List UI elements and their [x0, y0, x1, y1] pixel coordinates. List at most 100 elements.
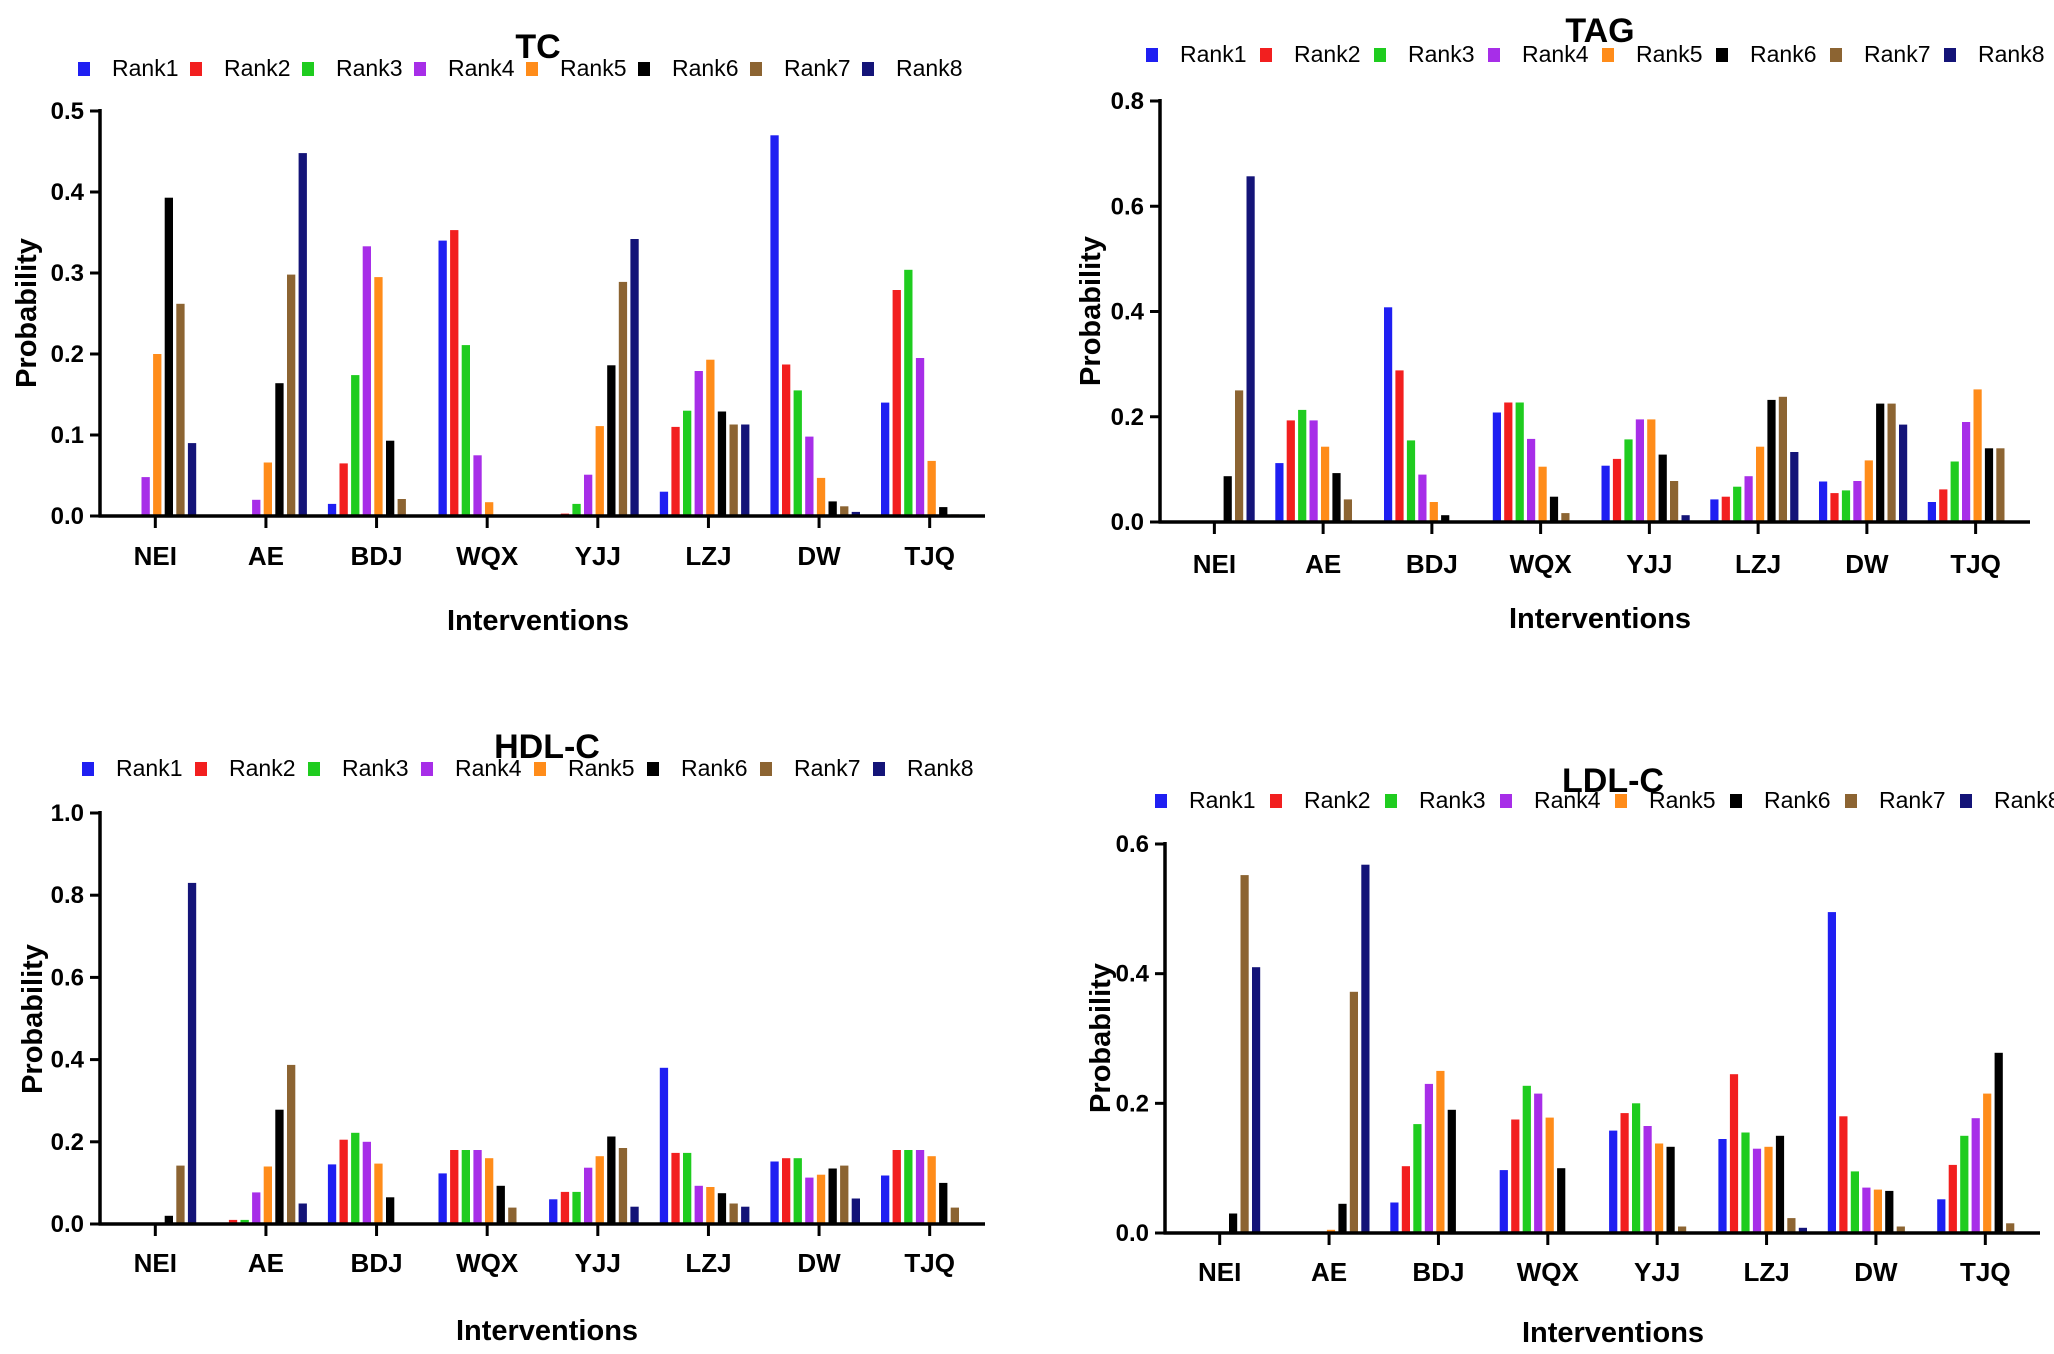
bar-rank7-dw	[840, 1165, 849, 1224]
bar-rank2-dw	[1830, 493, 1839, 522]
bar-rank7-tjq	[950, 1207, 959, 1224]
bar-rank8-lzj	[1798, 1227, 1807, 1233]
legend-swatch-rank1	[1146, 48, 1158, 62]
bar-rank7-tjq	[2006, 1223, 2015, 1233]
bar-rank4-yjj	[584, 1167, 593, 1224]
bar-rank6-yjj	[1666, 1146, 1675, 1233]
legend-swatch-rank1	[82, 762, 94, 776]
bar-rank7-yjj	[1670, 481, 1679, 522]
legend-label-rank4: Rank4	[1522, 41, 1589, 67]
bar-rank2-yjj	[560, 1191, 570, 1224]
bar-rank7-ae	[1349, 991, 1358, 1233]
y-tick-label: 0.6	[51, 964, 84, 991]
x-tick-label-dw: DW	[1854, 1257, 1898, 1287]
x-tick-label-yjj: YJJ	[1626, 549, 1672, 579]
chart-tc: TC Rank1 Rank2 Rank3 Rank4 Rank5 Rank6 Rank7 Ran…	[11, 28, 985, 637]
bar-rank7-yjj	[1678, 1226, 1687, 1233]
bar-rank7-lzj	[729, 424, 738, 516]
legend-swatch-rank8	[862, 62, 874, 76]
bar-rank6-tjq	[1994, 1052, 2003, 1233]
bar-rank8-lzj	[741, 424, 750, 516]
bar-rank3-tjq	[1960, 1135, 1969, 1234]
bar-rank8-lzj	[741, 1206, 750, 1224]
bar-rank2-bdj	[339, 1139, 348, 1224]
x-tick-label-tjq: TJQ	[904, 1248, 955, 1278]
legend-label-rank4: Rank4	[448, 55, 515, 81]
y-tick-label: 0.5	[51, 98, 84, 125]
bar-rank1-wqx	[438, 1173, 447, 1224]
x-tick-label-lzj: LZJ	[685, 1248, 731, 1278]
chart-tag: TAG Rank1 Rank2 Rank3 Rank4 Rank5 Rank6 Rank7 Ra…	[1075, 12, 2044, 635]
bar-rank7-nei	[1235, 390, 1244, 522]
x-tick-label-dw: DW	[797, 1248, 841, 1278]
bar-rank2-tjq	[1948, 1164, 1957, 1233]
y-tick-label: 0.8	[51, 882, 84, 909]
bar-rank4-wqx	[473, 455, 482, 517]
bar-rank2-dw	[782, 364, 791, 516]
bar-rank4-bdj	[1424, 1083, 1433, 1233]
bar-rank5-bdj	[374, 1163, 383, 1224]
bar-rank4-bdj	[362, 1141, 371, 1224]
chart-title: TAG	[1565, 12, 1634, 50]
bar-rank8-lzj	[1790, 452, 1799, 522]
bar-rank5-tjq	[927, 1156, 936, 1224]
bar-rank5-wqx	[485, 502, 494, 516]
bar-rank6-tjq	[939, 1182, 948, 1224]
bar-rank7-ae	[287, 274, 296, 516]
bar-rank4-lzj	[694, 371, 703, 516]
bar-rank5-bdj	[1429, 502, 1438, 522]
legend-label-rank8: Rank8	[907, 755, 973, 781]
legend-label-rank4: Rank4	[1534, 787, 1601, 813]
bar-rank2-tjq	[1939, 489, 1948, 522]
x-tick-label-wqx: WQX	[456, 541, 519, 571]
bars	[1223, 176, 2005, 523]
legend-label-rank3: Rank3	[1419, 787, 1485, 813]
bar-rank2-wqx	[450, 1150, 459, 1224]
x-tick-label-wqx: WQX	[1517, 1257, 1580, 1287]
x-tick-label-yjj: YJJ	[1634, 1257, 1680, 1287]
legend-swatch-rank2	[195, 762, 207, 776]
bar-rank1-tjq	[1937, 1199, 1946, 1233]
bar-rank6-ae	[275, 383, 284, 516]
bar-rank3-dw	[793, 390, 802, 516]
chart-title: TC	[515, 28, 560, 66]
bar-rank7-bdj	[397, 499, 406, 516]
bar-rank7-yjj	[618, 1148, 628, 1224]
x-tick-label-nei: NEI	[1198, 1257, 1241, 1287]
bar-rank3-lzj	[1733, 486, 1742, 522]
bar-rank5-tjq	[1983, 1093, 1992, 1233]
bar-rank4-lzj	[1752, 1148, 1762, 1233]
legend-label-rank4: Rank4	[455, 755, 522, 781]
bar-rank2-tjq	[892, 290, 901, 516]
y-tick-label: 1.0	[51, 800, 84, 827]
bar-rank6-yjj	[607, 1136, 616, 1224]
bar-rank2-dw	[1839, 1116, 1848, 1233]
bar-rank7-yjj	[618, 281, 628, 516]
x-axis-title: Interventions	[1509, 603, 1691, 635]
chart-title: HDL-C	[494, 728, 600, 766]
legend-swatch-rank3	[1385, 794, 1397, 808]
bar-rank6-bdj	[386, 440, 395, 516]
bar-rank5-lzj	[1756, 446, 1765, 522]
legend-label-rank5: Rank5	[568, 755, 634, 781]
x-tick-label-nei: NEI	[134, 1248, 177, 1278]
bar-rank4-tjq	[915, 1150, 925, 1224]
legend-swatch-rank4	[421, 762, 433, 776]
legend-swatch-rank5	[526, 62, 538, 76]
legend-label-rank2: Rank2	[224, 55, 290, 81]
y-tick-label: 0.6	[1116, 831, 1149, 858]
y-tick-label: 0.2	[51, 341, 84, 368]
chart-title: LDL-C	[1562, 762, 1664, 800]
bar-rank3-wqx	[1515, 402, 1524, 522]
legend-swatch-rank7	[1830, 48, 1842, 62]
bar-rank7-lzj	[1787, 1218, 1796, 1233]
bar-rank6-lzj	[1767, 399, 1776, 522]
legend-label-rank3: Rank3	[336, 55, 402, 81]
legend-swatch-rank3	[302, 62, 314, 76]
bar-rank5-yjj	[1647, 419, 1656, 522]
legend-swatch-rank7	[760, 762, 772, 776]
legend-label-rank3: Rank3	[1408, 41, 1474, 67]
x-tick-label-lzj: LZJ	[1743, 1257, 1789, 1287]
bar-rank6-ae	[1332, 473, 1341, 522]
